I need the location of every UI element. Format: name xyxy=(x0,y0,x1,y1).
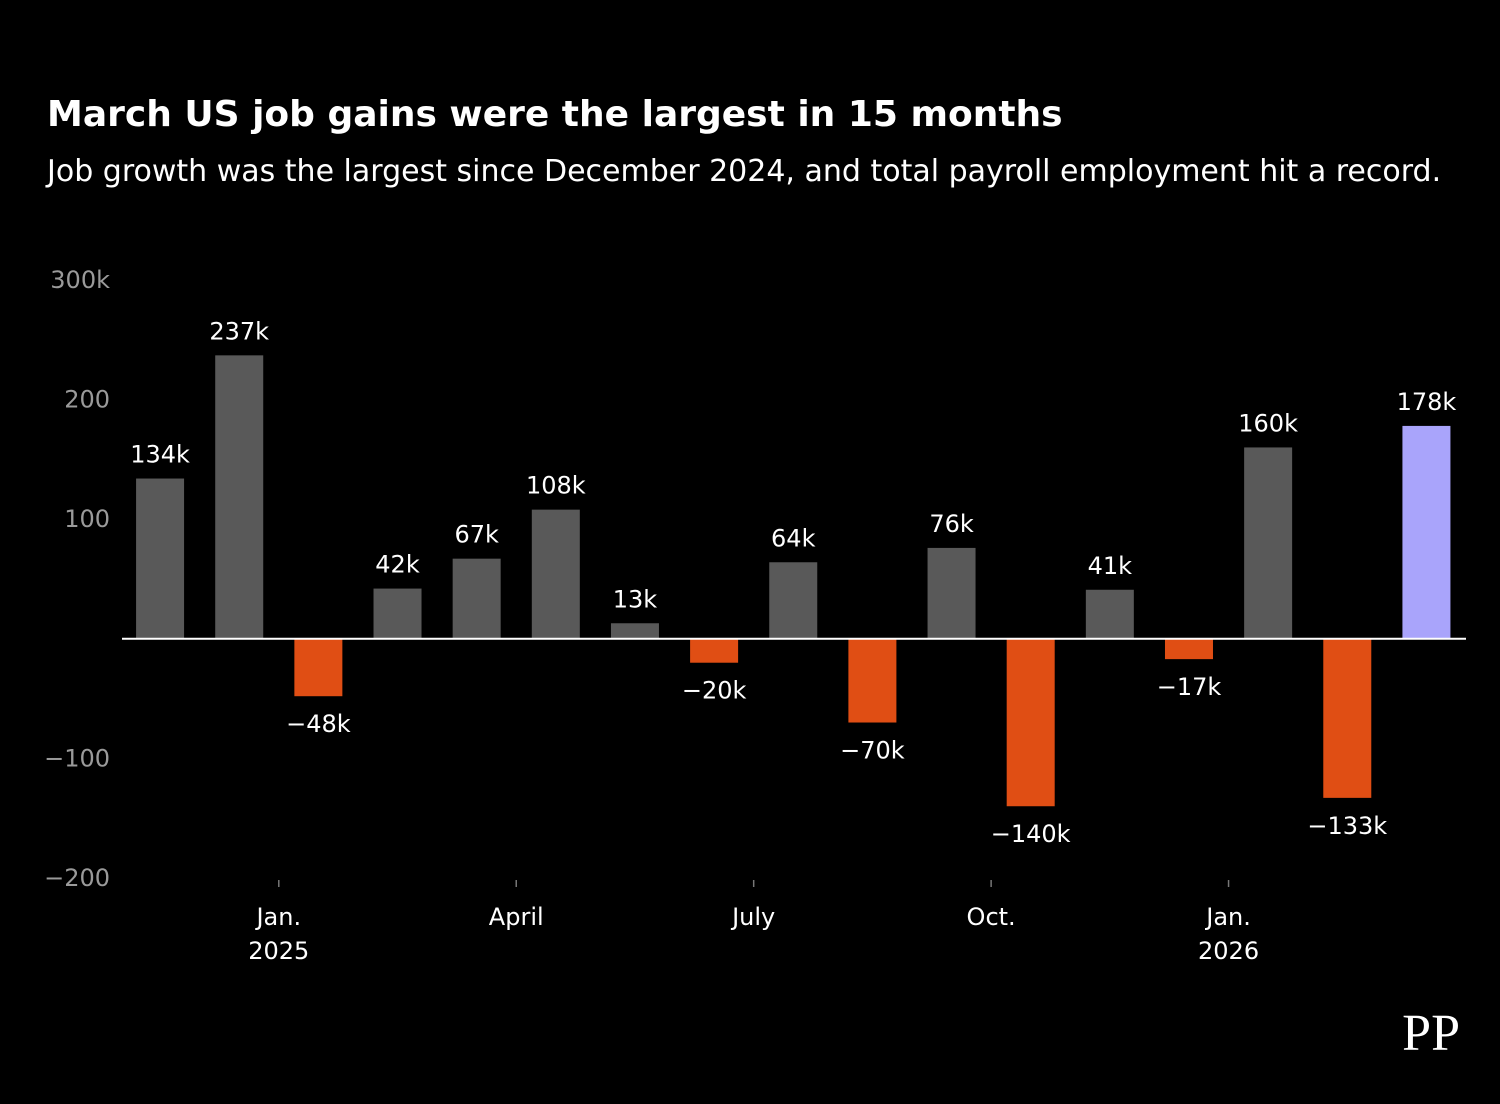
bar xyxy=(1402,425,1451,639)
value-label: 134k xyxy=(130,441,190,469)
bar xyxy=(927,547,976,639)
bar xyxy=(1244,447,1293,639)
value-label: 160k xyxy=(1238,409,1298,437)
y-tick-label: 100 xyxy=(64,505,110,533)
y-tick-label: −200 xyxy=(44,864,110,892)
x-tick-line: 2025 xyxy=(248,937,309,965)
value-label: 42k xyxy=(375,551,420,579)
value-label: 237k xyxy=(209,317,269,345)
bar xyxy=(848,638,897,723)
x-tick-line: Jan. xyxy=(1204,903,1251,931)
bar xyxy=(531,509,580,639)
x-tick-line: April xyxy=(489,903,544,931)
value-label: 108k xyxy=(526,472,586,500)
value-label: 64k xyxy=(771,524,816,552)
x-tick-line: Oct. xyxy=(967,903,1016,931)
bar xyxy=(452,558,501,639)
bar xyxy=(215,355,264,639)
x-tick-label: July xyxy=(730,903,775,931)
x-tick-line: Jan. xyxy=(254,903,301,931)
x-tick-line: 2026 xyxy=(1198,937,1259,965)
x-tick-line: July xyxy=(730,903,775,931)
x-tick-label: Oct. xyxy=(967,903,1016,931)
bar xyxy=(1164,638,1213,660)
value-label: −140k xyxy=(991,820,1071,848)
chart-subtitle: Job growth was the largest since Decembe… xyxy=(45,154,1441,189)
y-tick-label: 300k xyxy=(50,266,110,294)
bar xyxy=(373,588,422,639)
bar xyxy=(1085,589,1134,639)
value-label: −20k xyxy=(682,677,747,705)
bar xyxy=(136,478,185,639)
bar xyxy=(610,623,659,639)
x-tick-label: Jan. 2026 xyxy=(1198,903,1259,965)
y-tick-label: 200 xyxy=(64,386,110,414)
value-label: 13k xyxy=(613,585,658,613)
bar xyxy=(769,562,818,639)
value-label: 76k xyxy=(929,510,974,538)
x-tick-label: April xyxy=(489,903,544,931)
y-tick-label: −100 xyxy=(44,744,110,772)
value-label: −48k xyxy=(286,710,351,738)
logo: PP xyxy=(1402,1005,1460,1062)
x-tick-label: Jan. 2025 xyxy=(248,903,309,965)
chart-title: March US job gains were the largest in 1… xyxy=(47,94,1063,135)
value-label: 41k xyxy=(1088,552,1133,580)
value-label: −70k xyxy=(840,737,905,765)
bar xyxy=(1006,638,1055,807)
bar xyxy=(690,638,739,663)
value-label: 67k xyxy=(454,521,499,549)
value-label: 178k xyxy=(1397,388,1457,416)
value-label: −17k xyxy=(1157,673,1222,701)
value-label: −133k xyxy=(1307,812,1387,840)
bar xyxy=(1323,638,1372,798)
bar xyxy=(294,638,343,697)
